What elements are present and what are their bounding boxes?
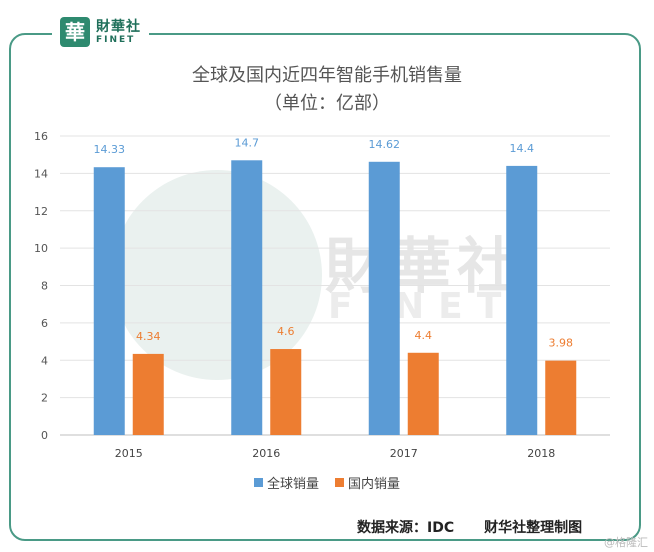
chart-frame	[9, 33, 641, 541]
bar-domestic	[545, 360, 577, 435]
legend-swatch-domestic	[335, 478, 344, 487]
x-tick-label: 2016	[252, 447, 280, 460]
logo-text: 財華社 FINET	[96, 20, 141, 45]
bar-global	[368, 161, 400, 435]
data-label: 14.62	[369, 138, 401, 151]
watermark-cn-text: 財華社	[325, 232, 523, 302]
bar-domestic	[270, 349, 302, 435]
bar-global	[93, 167, 125, 435]
legend-item-global: 全球销量	[253, 473, 319, 492]
y-tick-label: 2	[41, 392, 48, 405]
y-tick-label: 14	[34, 167, 48, 180]
chart-subtitle: （单位：亿部）	[264, 93, 390, 114]
source-text: 数据来源：IDC	[357, 520, 455, 536]
logo-en-text: FINET	[96, 34, 136, 45]
legend-label-domestic: 国内销量	[348, 477, 401, 492]
data-label: 14.7	[235, 136, 260, 149]
data-label: 4.4	[415, 329, 433, 342]
watermark-en-text: FINET	[328, 286, 516, 327]
y-tick-label: 0	[41, 429, 48, 442]
corner-watermark: @格隆汇	[604, 536, 648, 549]
data-label: 14.4	[510, 142, 535, 155]
y-tick-label: 6	[41, 317, 48, 330]
chart-legend: 全球销量 国内销量	[0, 473, 654, 492]
bar-global	[231, 160, 263, 435]
data-label: 4.34	[136, 330, 161, 343]
bar-domestic	[132, 353, 164, 435]
logo-cn-text: 財華社	[96, 18, 141, 35]
finet-logo: 華 財華社 FINET	[52, 12, 149, 52]
data-label: 4.6	[277, 325, 295, 338]
watermark-circle	[112, 170, 322, 380]
bar-domestic	[407, 352, 439, 435]
y-tick-label: 12	[34, 205, 48, 218]
legend-swatch-global	[253, 478, 263, 487]
credit-text: 财华社整理制图	[484, 520, 583, 536]
chart-title: 全球及国内近四年智能手机销售量	[192, 65, 462, 86]
logo-mark-icon: 華	[60, 17, 90, 47]
data-label: 14.33	[94, 143, 126, 156]
y-tick-label: 4	[41, 354, 48, 367]
x-tick-label: 2017	[390, 447, 418, 460]
y-tick-label: 10	[34, 242, 48, 255]
x-tick-label: 2018	[527, 447, 555, 460]
y-tick-label: 8	[41, 280, 48, 293]
y-tick-label: 16	[34, 130, 48, 143]
bar-global	[506, 165, 538, 435]
legend-item-domestic: 国内销量	[335, 473, 400, 492]
source-note: 数据来源：IDC 财华社整理制图	[357, 517, 582, 537]
x-tick-label: 2015	[115, 447, 143, 460]
data-label: 3.98	[549, 337, 574, 350]
legend-label-global: 全球销量	[266, 477, 319, 492]
